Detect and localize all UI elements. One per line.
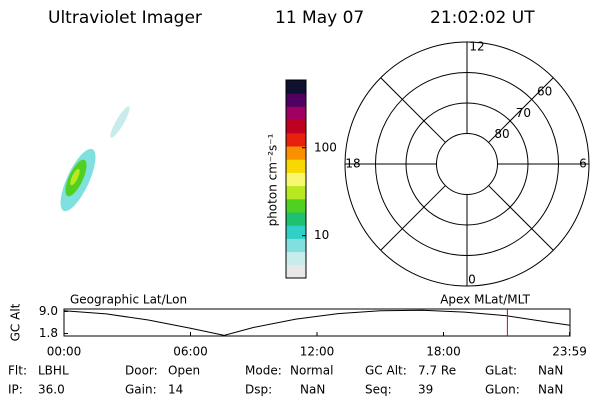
info-label: GC Alt: (365, 364, 407, 378)
info-value: 36.0 (38, 383, 65, 397)
info-label: Mode: (245, 364, 282, 378)
colorbar-band (286, 93, 306, 107)
mlt-label: 6 (579, 157, 587, 171)
mlt-spoke (380, 77, 446, 143)
y-tick-label: 9.0 (39, 304, 58, 318)
info-label: Gain: (125, 383, 157, 397)
info-label: GLon: (485, 383, 520, 397)
info-value: 14 (168, 383, 183, 397)
x-tick-label: 18:00 (426, 345, 461, 359)
info-label: IP: (8, 383, 23, 397)
colorbar-band (286, 264, 306, 279)
colorbar-frame (285, 79, 307, 279)
mlt-spoke (488, 77, 554, 143)
colorbar-tick-label: 100 (314, 140, 337, 154)
colorbar-band (286, 132, 306, 147)
lat-label: 60 (537, 84, 552, 98)
colorbar-band (286, 238, 306, 253)
info-value: 7.7 Re (418, 364, 456, 378)
y-tick-label: 1.8 (39, 326, 58, 340)
orbit-right-label: Apex MLat/MLT (440, 293, 530, 307)
y-axis-label: GC Alt (9, 303, 23, 341)
aurora-patch (70, 168, 80, 186)
x-tick-label: 12:00 (300, 345, 335, 359)
info-value: Normal (290, 364, 333, 378)
colorbar-band (286, 198, 306, 213)
colorbar-band (286, 185, 306, 200)
info-value: 39 (418, 383, 433, 397)
x-tick-label: 23:59 (552, 345, 587, 359)
altitude-line (63, 309, 571, 336)
info-value: Open (168, 364, 200, 378)
colorbar-tick-label: 10 (314, 228, 329, 242)
mlt-label: 0 (468, 273, 476, 287)
colorbar-band (286, 119, 306, 134)
colorbar-band (286, 146, 306, 160)
info-value: NaN (300, 383, 325, 397)
info-value: LBHL (38, 364, 69, 378)
info-label: Flt: (8, 364, 27, 378)
colorbar-band (286, 251, 306, 266)
lat-label: 80 (494, 127, 509, 141)
colorbar-band (286, 80, 306, 94)
orbit-left-label: Geographic Lat/Lon (70, 293, 187, 307)
time: 21:02:02 UT (430, 8, 535, 28)
lat-label: 70 (516, 106, 531, 120)
aurora-patch (110, 106, 130, 138)
auroral-image (60, 106, 130, 212)
mlt-label: 12 (469, 40, 484, 54)
mlt-spoke (488, 185, 554, 251)
lat-circle (436, 133, 498, 195)
title: Ultraviolet Imager (48, 8, 202, 28)
colorbar-band (286, 159, 306, 173)
info-label: Door: (125, 364, 158, 378)
colorbar-band (286, 212, 306, 226)
mlt-spoke (380, 185, 446, 251)
colorbar-band (286, 172, 306, 187)
info-label: Seq: (365, 383, 392, 397)
colorbar-label: photon cm⁻²s⁻¹ (266, 133, 280, 226)
info-value: NaN (538, 383, 563, 397)
x-tick-label: 06:00 (173, 345, 208, 359)
mlt-label: 18 (345, 157, 360, 171)
colorbar-band (286, 225, 306, 239)
colorbar-band (286, 106, 306, 121)
date: 11 May 07 (275, 8, 364, 28)
plot-frame (63, 308, 571, 337)
info-value: NaN (538, 364, 563, 378)
x-tick-label: 00:00 (47, 345, 82, 359)
info-label: GLat: (485, 364, 517, 378)
info-label: Dsp: (245, 383, 272, 397)
